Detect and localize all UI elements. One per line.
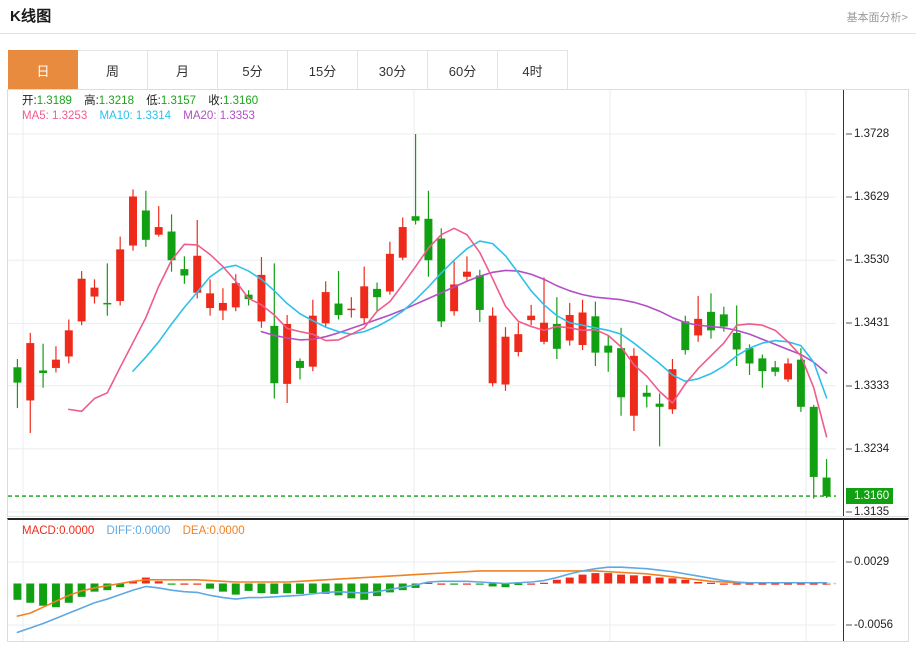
macd-axis-divider bbox=[843, 520, 844, 641]
tab-label: 5分 bbox=[242, 63, 263, 79]
tab-label: 4时 bbox=[522, 63, 543, 79]
tab-6[interactable]: 60分 bbox=[428, 50, 498, 90]
tab-7[interactable]: 4时 bbox=[498, 50, 568, 90]
tab-3[interactable]: 5分 bbox=[218, 50, 288, 90]
tab-label: 月 bbox=[175, 63, 189, 79]
tab-label: 周 bbox=[105, 63, 119, 79]
price-panel[interactable]: 开:1.3189 高:1.3218 低:1.3157 收:1.3160 MA5:… bbox=[7, 89, 909, 517]
page-title: K线图 bbox=[10, 8, 52, 25]
tab-5[interactable]: 30分 bbox=[358, 50, 428, 90]
price-axis-divider bbox=[843, 90, 844, 516]
tab-2[interactable]: 月 bbox=[148, 50, 218, 90]
tab-label: 30分 bbox=[378, 63, 407, 79]
fundamental-analysis-link[interactable]: 基本面分析> bbox=[846, 12, 908, 24]
macd-plot bbox=[8, 520, 836, 641]
tab-label: 日 bbox=[36, 63, 50, 79]
chart-container: 开:1.3189 高:1.3218 低:1.3157 收:1.3160 MA5:… bbox=[7, 89, 909, 642]
page-header: K线图 基本面分析> bbox=[0, 0, 916, 34]
tab-label: 15分 bbox=[308, 63, 337, 79]
macd-panel[interactable]: MACD:0.0000 DIFF:0.0000 DEA:0.0000 0.002… bbox=[7, 518, 909, 642]
tab-0[interactable]: 日 bbox=[8, 50, 78, 90]
tab-4[interactable]: 15分 bbox=[288, 50, 358, 90]
tab-label: 60分 bbox=[448, 63, 477, 79]
tab-1[interactable]: 周 bbox=[78, 50, 148, 90]
timeframe-tabbar: 日 周 月 5分 15分 30分 60分 4时 bbox=[8, 50, 568, 90]
price-plot bbox=[8, 90, 836, 516]
